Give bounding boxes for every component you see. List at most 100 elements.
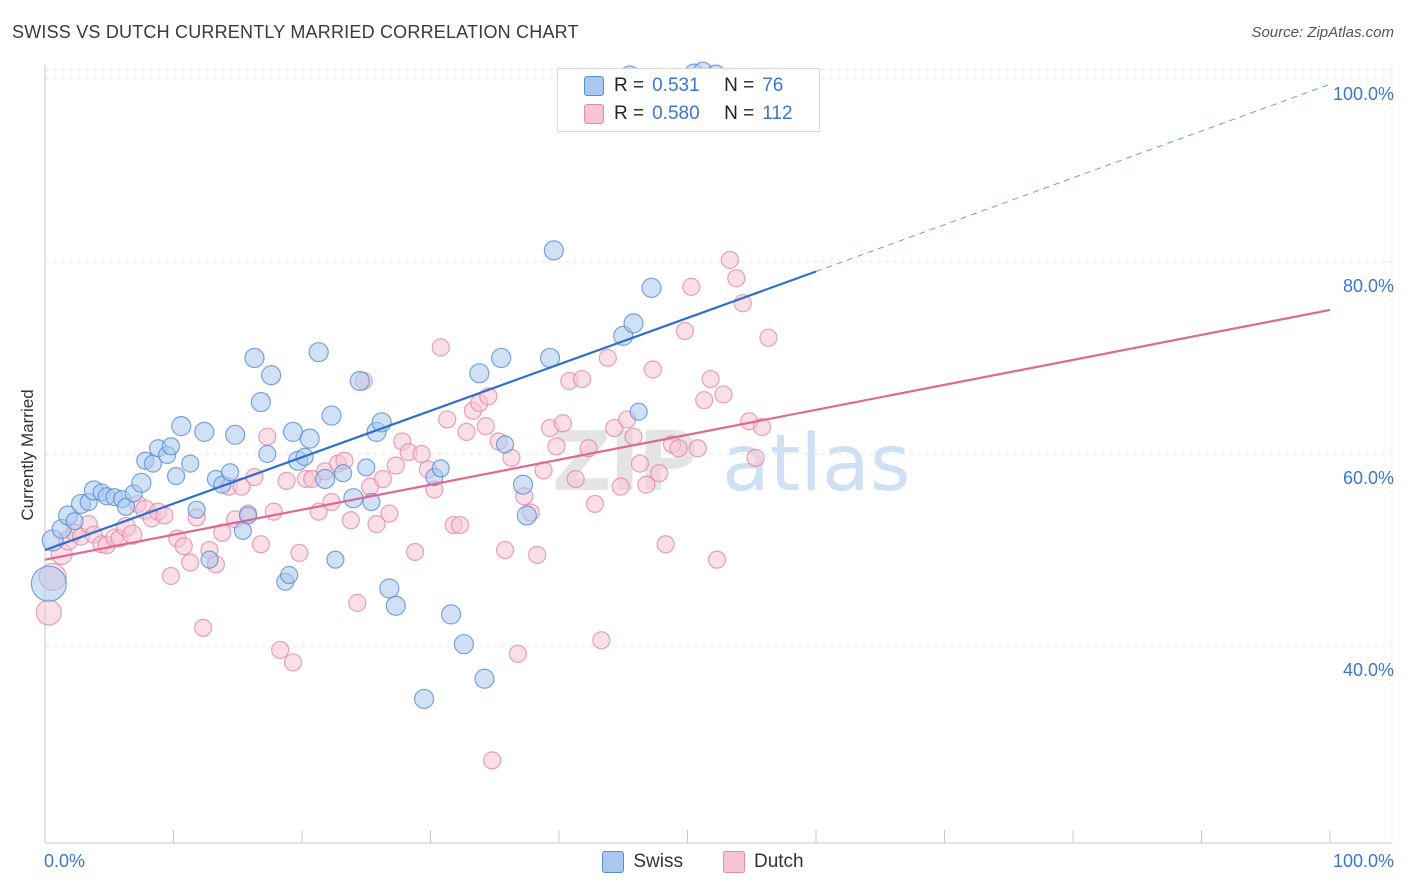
swiss-trendline [44,270,817,552]
dutch-legend-label: Dutch [753,851,804,872]
swiss-point [65,512,84,531]
dutch-point [380,504,399,523]
swiss-point [453,634,475,655]
dutch-n-value: 112 [762,103,793,124]
swiss-point [244,347,265,369]
dutch-point [348,593,367,612]
swiss-point [440,604,462,625]
zipatlas-watermark: ZIP atlas [552,415,911,510]
dutch-point [277,471,296,490]
dutch-point [553,414,572,433]
swiss-point [233,521,252,540]
swiss-point [379,578,400,599]
swiss-point [220,463,240,482]
dutch-point [547,437,566,456]
trendlines [44,83,1331,561]
dutch-point [476,417,495,436]
swiss-legend-swatch [602,851,625,873]
swiss-point [280,565,299,585]
swiss-legend-label: Swiss [633,851,683,872]
dutch-point [643,360,662,379]
dutch-series [35,250,778,770]
dutch-r-value: 0.580 [652,103,700,124]
swiss-series [30,61,726,710]
swiss-point [258,444,277,464]
dutch-point [161,566,181,586]
dutch-trendline [44,308,1331,561]
y-tick-label: 60.0% [1342,468,1394,488]
dutch-point [122,524,143,545]
swiss-point [315,468,336,490]
dutch-point [271,640,290,660]
dutch-point [181,553,200,572]
swiss-point [116,497,136,516]
series-legend: Swiss Dutch [0,851,1406,873]
dutch-point [585,494,605,514]
dutch-point [341,511,360,530]
dutch-point [283,653,303,672]
dutch-point [405,542,425,562]
legend-item-dutch[interactable]: Dutch [722,851,804,873]
swiss-point [385,595,406,616]
dutch-point [675,321,695,341]
swiss-point [194,421,215,443]
chart-title: SWISS VS DUTCH CURRENTLY MARRIED CORRELA… [12,22,579,42]
swiss-point [357,458,376,477]
swiss-n-label: N = [724,75,755,96]
dutch-point [624,427,643,446]
swiss-r-value: 0.531 [652,75,700,96]
dutch-point [630,454,650,473]
dutch-point [720,250,740,270]
swiss-point [200,550,219,569]
dutch-point [682,277,701,296]
swiss-point [469,363,490,384]
dutch-point [701,369,720,389]
dutch-point [605,418,624,438]
dutch-point [431,338,450,357]
dutch-n-label: N = [724,103,755,124]
x-tick-label-max: 100.0% [1332,851,1394,871]
dutch-point [412,444,431,464]
dutch-point [611,477,630,496]
dutch-point [656,535,675,554]
dutch-point [35,599,62,626]
swiss-point [225,424,246,445]
swiss-point [431,459,450,478]
dutch-point [592,631,611,650]
dutch-point [457,422,476,442]
dutch-point [264,502,283,521]
swiss-point [181,454,200,473]
x-tick-label-min: 0.0% [44,851,86,871]
legend-item-swiss[interactable]: Swiss [602,851,683,873]
swiss-point [250,392,271,413]
y-tick-label: 40.0% [1342,660,1394,681]
dutch-point [386,456,405,475]
dutch-point [688,439,707,458]
swiss-point [629,402,648,421]
dutch-point [495,540,515,560]
dutch-legend-swatch [722,851,745,873]
dutch-point [695,391,714,410]
y-axis-label: Currently Married [18,389,37,521]
swiss-r-label: R = [614,75,645,96]
swiss-point [187,500,206,519]
dutch-point [746,448,765,467]
swiss-point [334,464,353,483]
dutch-point [508,644,527,663]
dutch-point [566,469,585,489]
dutch-point [752,418,772,437]
dutch-point [669,439,688,458]
dutch-point [637,475,656,494]
swiss-point [131,472,152,493]
chart-source: Source: ZipAtlas.com [1251,24,1394,41]
swiss-point [161,437,181,456]
swiss-point [623,313,644,334]
dutch-point [438,410,457,429]
dutch-point [174,537,193,556]
swiss-point [474,668,495,689]
swiss-point [321,405,342,426]
dutch-point [707,550,727,569]
dutch-point [727,269,746,288]
correlation-legend: R = 0.531 N = 76 R = 0.580 N = 112 [557,68,820,132]
swiss-point [413,688,435,710]
